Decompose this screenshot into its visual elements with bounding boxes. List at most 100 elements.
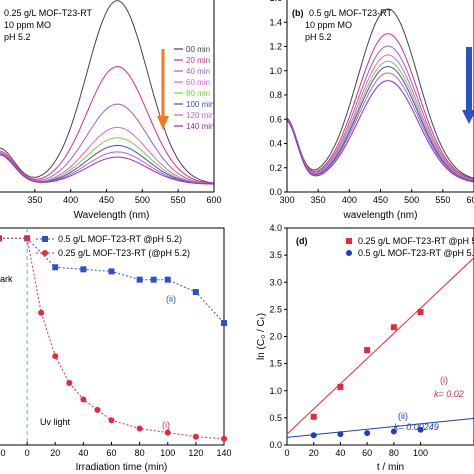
data-point-circle: [108, 417, 115, 424]
panel-d-ytick-label: 4.0: [269, 223, 282, 233]
legend-swatch-marker: [42, 250, 48, 256]
panel-b-xtick-label: 450: [373, 195, 388, 205]
series-i-label: (i): [440, 375, 448, 385]
data-point-circle: [164, 429, 171, 436]
panel-a-annotation: 0.25 g/L MOF-T23-RT: [4, 8, 93, 18]
panel-c-xtick-label: 60: [106, 448, 116, 458]
legend-entry: 100 min: [186, 100, 214, 109]
data-point-square: [310, 413, 317, 420]
panel-d-ytick-label: 1.5: [269, 359, 282, 369]
spectrum-line-4: [286, 54, 474, 181]
panel-b-xtick-label: 600: [466, 195, 474, 205]
data-point-circle: [417, 426, 424, 433]
legend-entry: 120 min: [186, 111, 214, 120]
data-point-square: [417, 309, 424, 316]
spectrum-line-6: [286, 66, 474, 182]
series-ii-rate: k= 0.00249: [394, 422, 439, 432]
spectrum-line-1: [0, 0, 215, 184]
panel-c-degradation-chart: -20 0 20 40 60 80 100 120 140 Irradiation time (m…: [0, 227, 232, 473]
data-point-circle: [136, 425, 143, 432]
panel-c-frame: [0, 227, 225, 446]
panel-d-label: (d): [296, 236, 308, 246]
time-arrow-head: [157, 116, 169, 130]
spectrum-line-2: [286, 33, 474, 180]
uv-light-label: Uv light: [40, 417, 71, 427]
panel-a-spectra-chart: 350 400 450 500 550 600 Wavelength (nm) 0.25 g/…: [0, 0, 222, 221]
legend-swatch-marker: [346, 250, 352, 256]
panel-a-xtick-label: 400: [63, 195, 78, 205]
spectrum-line-3: [0, 103, 215, 185]
legend-entry: 0.25 g/L MOF-T23-RT (@pH 5.2): [58, 248, 190, 258]
panel-b-spectra-chart: 300 350 400 450 500 550 600 0.0 0.2 0.4 0.6 0.8 1.0 1…: [269, 0, 474, 221]
panel-b-ytick-label: 1.6: [269, 0, 282, 3]
panel-d-ytick-label: 0.0: [269, 440, 282, 450]
spectrum-line-3: [286, 45, 474, 181]
panel-c-xtick-label: -20: [0, 448, 6, 458]
legend-swatch-marker: [346, 238, 352, 244]
panel-c-xtick-label: 40: [78, 448, 88, 458]
panel-c-xlabel: Irradiation time (min): [76, 462, 168, 473]
panel-b-xlabel: wavelength (nm): [343, 210, 418, 221]
legend-entry: 60 min: [186, 78, 210, 87]
panel-b-xtick-label: 400: [342, 195, 357, 205]
spectrum-line-7: [286, 72, 474, 182]
series-ii-label: (ii): [166, 294, 176, 304]
panel-d-xlabel: t / min: [377, 462, 404, 473]
panel-d-kinetics-chart: 0 20 40 60 80 100 0.0 0.5 1.0 1.5 2.0 2.5 3.0 3.5 4.0 t…: [256, 223, 474, 473]
fit-line-2: [286, 417, 474, 438]
panel-d-ytick-label: 1.0: [269, 386, 282, 396]
panel-b-annotation: 10 ppm MO: [305, 20, 352, 30]
data-point-circle: [192, 433, 199, 440]
panel-c-xtick-label: 120: [188, 448, 203, 458]
data-point-square: [108, 268, 115, 275]
data-point-square: [52, 264, 59, 271]
panel-d-xtick-label: 100: [413, 448, 428, 458]
data-point-circle: [310, 432, 317, 439]
panel-d-ytick-label: 0.5: [269, 413, 282, 423]
panel-b-ytick-label: 0.2: [269, 163, 282, 173]
legend-entry: 140 min: [186, 122, 214, 131]
panel-b-label: (b): [292, 8, 304, 18]
panel-b-ytick-label: 0.8: [269, 90, 282, 100]
series-i-label: (i): [162, 420, 170, 430]
data-point-circle: [38, 309, 45, 316]
panel-b-xtick-label: 350: [311, 195, 326, 205]
panel-d-frame: [286, 227, 474, 446]
data-point-circle: [221, 435, 227, 442]
panel-c-xtick-label: 20: [50, 448, 60, 458]
panel-c-xtick-label: 80: [135, 448, 145, 458]
data-point-circle: [390, 428, 397, 435]
panel-d-xtick-label: 20: [309, 448, 319, 458]
legend-entry: 80 min: [186, 89, 210, 98]
series-line-2: [0, 237, 225, 440]
panel-d-ytick-label: 3.0: [269, 277, 282, 287]
panel-d-ytick-label: 2.0: [269, 332, 282, 342]
data-point-square: [150, 276, 157, 283]
data-point-circle: [80, 396, 87, 403]
panel-c-xtick-label: 0: [25, 448, 30, 458]
spectrum-line-8: [0, 154, 215, 185]
panel-b-annotation: 0.5 g/L MOF-T23-RT: [309, 8, 393, 18]
panel-d-xtick-label: 60: [362, 448, 372, 458]
data-point-square: [192, 289, 199, 296]
series-ii-label: (ii): [398, 411, 408, 421]
legend-entry: 00 min: [186, 45, 210, 54]
spectrum-line-5: [286, 60, 474, 182]
data-point-circle: [337, 431, 344, 438]
panel-d-xtick-label: 0: [284, 448, 289, 458]
spectrum-line-1: [286, 8, 474, 179]
data-point-square: [390, 324, 397, 331]
data-point-circle: [24, 235, 31, 242]
panel-a-annotation: 10 ppm MO: [4, 20, 51, 30]
panel-d-ylabel: ln (C₀ / Cₜ): [256, 313, 267, 360]
legend-swatch-marker: [42, 236, 48, 242]
data-point-circle: [94, 406, 101, 413]
data-point-square: [221, 320, 227, 327]
data-point-circle: [364, 430, 371, 437]
panel-a-xlabel: Wavelength (nm): [74, 210, 150, 221]
data-point-circle: [52, 353, 59, 360]
fit-line-1: [286, 257, 474, 435]
panel-a-xtick-label: 550: [171, 195, 186, 205]
panel-d-ytick-label: 2.5: [269, 304, 282, 314]
